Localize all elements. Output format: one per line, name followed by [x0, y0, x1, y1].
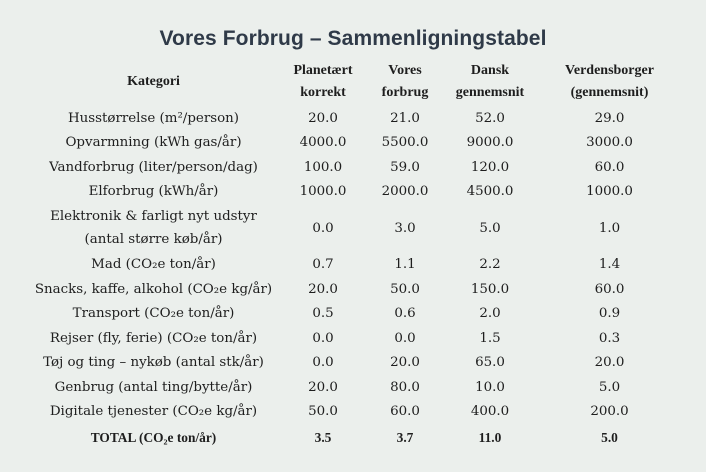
cell-danish-average: 4500.0	[466, 184, 514, 200]
cell-ours: 20.0	[390, 355, 420, 371]
table-body: Husstørrelse (m²/person) 20.0 21.0 52.0 …	[30, 106, 680, 451]
table-row: Elektronik & farligt nyt udstyr (antal s…	[30, 204, 680, 252]
column-header-category: Kategori	[30, 58, 277, 106]
total-planetary: 3.5	[314, 429, 332, 445]
column-header-danish-average: Dansk gennemsnit	[441, 58, 539, 106]
table-row: Tøj og ting – nykøb (antal stk/år) 0.0 2…	[30, 351, 680, 376]
row-category: Elektronik & farligt nyt udstyr (antal s…	[50, 208, 257, 248]
table-row: Genbrug (antal ting/bytte/år) 20.0 80.0 …	[30, 375, 680, 400]
cell-world-citizen: 200.0	[590, 404, 629, 420]
cell-planetary: 4000.0	[299, 135, 347, 151]
row-category: Snacks, kaffe, alkohol (CO₂e kg/år)	[34, 281, 273, 297]
cell-planetary: 100.0	[303, 159, 343, 175]
cell-planetary: 20.0	[308, 281, 338, 297]
table-row: Mad (CO₂e ton/år) 0.7 1.1 2.2 1.4	[30, 252, 680, 277]
column-header-label: Dansk gennemsnit	[455, 63, 525, 100]
row-category: Transport (CO₂e ton/år)	[72, 306, 235, 322]
total-row: TOTAL (CO₂e ton/år) 3.5 3.7 11.0 5.0	[30, 425, 680, 451]
total-ours: 3.7	[396, 429, 414, 445]
cell-world-citizen: 5.0	[598, 379, 621, 395]
cell-ours: 1.1	[394, 256, 416, 272]
page-title: Vores Forbrug – Sammenligningstabel	[159, 27, 547, 50]
column-header-world-citizen: Verdensborger (gennemsnit)	[539, 58, 680, 106]
row-category: Opvarmning (kWh gas/år)	[65, 135, 242, 151]
cell-world-citizen: 60.0	[594, 159, 625, 175]
row-category: Vandforbrug (liter/person/dag)	[49, 159, 258, 175]
cell-danish-average: 2.0	[479, 306, 501, 322]
cell-ours: 2000.0	[381, 184, 429, 200]
cell-ours: 0.0	[394, 330, 416, 346]
cell-planetary: 20.0	[308, 110, 338, 126]
cell-planetary: 1000.0	[299, 184, 347, 200]
table-row: Digitale tjenester (CO₂e kg/år) 50.0 60.…	[30, 400, 680, 425]
cell-planetary: 50.0	[308, 404, 338, 420]
cell-danish-average: 9000.0	[466, 135, 514, 151]
cell-planetary: 0.0	[312, 220, 334, 236]
cell-world-citizen: 1.4	[598, 256, 621, 272]
cell-danish-average: 150.0	[470, 281, 510, 297]
cell-world-citizen: 29.0	[594, 110, 625, 126]
cell-world-citizen: 3000.0	[586, 135, 633, 151]
table-row: Transport (CO₂e ton/år) 0.5 0.6 2.0 0.9	[30, 302, 680, 327]
header-row: Kategori Planetært korrekt Vores forbrug…	[30, 58, 680, 106]
table-row: Husstørrelse (m²/person) 20.0 21.0 52.0 …	[30, 106, 680, 131]
cell-planetary: 0.7	[312, 256, 334, 272]
table-header: Kategori Planetært korrekt Vores forbrug…	[30, 58, 680, 106]
cell-world-citizen: 1000.0	[586, 184, 633, 200]
comparison-table: Kategori Planetært korrekt Vores forbrug…	[30, 58, 680, 451]
cell-danish-average: 120.0	[470, 159, 510, 175]
column-header-ours: Vores forbrug	[369, 58, 441, 106]
cell-danish-average: 10.0	[475, 379, 505, 395]
row-category: Rejser (fly, ferie) (CO₂e ton/år)	[49, 330, 258, 346]
total-category: TOTAL (CO₂e ton/år)	[90, 429, 217, 445]
cell-world-citizen: 0.3	[598, 330, 621, 346]
column-header-label: Kategori	[127, 74, 180, 89]
cell-world-citizen: 20.0	[594, 355, 625, 371]
cell-ours: 50.0	[390, 281, 420, 297]
cell-danish-average: 52.0	[475, 110, 505, 126]
table-row: Snacks, kaffe, alkohol (CO₂e kg/år) 20.0…	[30, 277, 680, 302]
table-row: Opvarmning (kWh gas/år) 4000.0 5500.0 90…	[30, 131, 680, 156]
column-header-label: Planetært korrekt	[293, 63, 353, 100]
row-category: Elforbrug (kWh/år)	[88, 184, 219, 200]
cell-danish-average: 400.0	[470, 404, 510, 420]
column-header-label: Verdensborger (gennemsnit)	[565, 63, 654, 100]
cell-danish-average: 2.2	[479, 256, 501, 272]
cell-ours: 80.0	[390, 379, 420, 395]
total-world-citizen: 5.0	[601, 429, 618, 445]
cell-danish-average: 65.0	[475, 355, 505, 371]
cell-ours: 5500.0	[381, 135, 429, 151]
cell-danish-average: 5.0	[479, 220, 501, 236]
cell-ours: 0.6	[394, 306, 416, 322]
row-category: Husstørrelse (m²/person)	[67, 110, 240, 126]
cell-world-citizen: 0.9	[598, 306, 621, 322]
cell-ours: 59.0	[390, 159, 420, 175]
column-header-label: Vores forbrug	[381, 63, 429, 100]
row-category: Mad (CO₂e ton/år)	[91, 256, 216, 272]
cell-planetary: 0.0	[312, 330, 334, 346]
cell-planetary: 0.5	[312, 306, 334, 322]
column-header-planetary: Planetært korrekt	[277, 58, 369, 106]
cell-ours: 3.0	[394, 220, 416, 236]
cell-ours: 60.0	[390, 404, 420, 420]
total-danish-average: 11.0	[478, 429, 502, 445]
table-row: Elforbrug (kWh/år) 1000.0 2000.0 4500.0 …	[30, 180, 680, 205]
cell-world-citizen: 60.0	[594, 281, 625, 297]
row-category: Tøj og ting – nykøb (antal stk/år)	[43, 355, 264, 371]
row-category: Genbrug (antal ting/bytte/år)	[54, 379, 253, 395]
cell-danish-average: 1.5	[479, 330, 501, 346]
row-category: Digitale tjenester (CO₂e kg/år)	[49, 404, 258, 420]
cell-planetary: 0.0	[312, 355, 334, 371]
table-row: Vandforbrug (liter/person/dag) 100.0 59.…	[30, 155, 680, 180]
cell-planetary: 20.0	[308, 379, 338, 395]
table-row: Rejser (fly, ferie) (CO₂e ton/år) 0.0 0.…	[30, 326, 680, 351]
cell-ours: 21.0	[390, 110, 420, 126]
cell-world-citizen: 1.0	[598, 220, 621, 236]
